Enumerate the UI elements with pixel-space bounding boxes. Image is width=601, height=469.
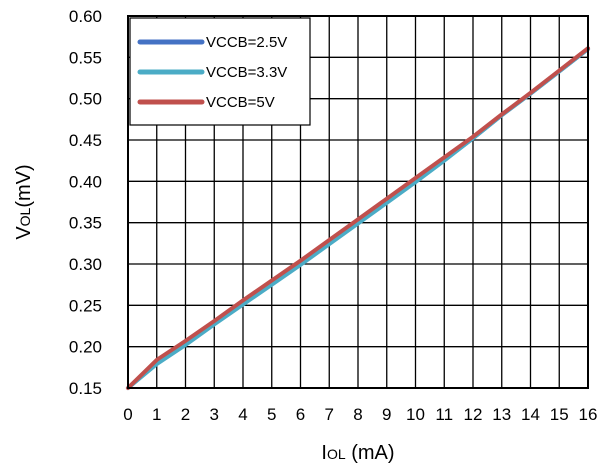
x-tick-label: 9 <box>382 405 391 424</box>
series-line-2 <box>126 46 590 390</box>
series-layer <box>126 46 590 390</box>
y-tick-label: 0.35 <box>69 214 102 233</box>
legend-label-2: VCCB=5V <box>206 94 275 111</box>
y-tick-label: 0.50 <box>69 90 102 109</box>
y-tick-label: 0.30 <box>69 255 102 274</box>
y-tick-label: 0.15 <box>69 379 102 398</box>
x-tick-label: 16 <box>579 405 598 424</box>
legend-label-1: VCCB=3.3V <box>206 64 287 81</box>
x-tick-label: 12 <box>464 405 483 424</box>
x-tick-label: 1 <box>152 405 161 424</box>
y-axis-label-main: V <box>13 226 35 240</box>
x-tick-label: 2 <box>181 405 190 424</box>
legend: VCCB=2.5V VCCB=3.3V VCCB=5V <box>129 17 311 126</box>
x-axis-label-tail: (mA) <box>346 442 395 464</box>
x-tick-label: 3 <box>210 405 219 424</box>
x-tick-labels: 0 1 2 3 4 5 6 7 8 9 10 11 12 13 14 15 16 <box>123 405 597 424</box>
y-tick-labels: 0.15 0.20 0.25 0.30 0.35 0.40 0.45 0.50 0.55 0.60 <box>69 7 102 398</box>
x-axis-label-main: I <box>321 442 327 464</box>
x-tick-label: 0 <box>123 405 132 424</box>
y-tick-label: 0.45 <box>69 131 102 150</box>
y-axis-label-tail: (mV) <box>13 164 35 207</box>
x-axis-label: IOL (mA) <box>321 442 394 464</box>
x-tick-label: 11 <box>435 405 453 424</box>
legend-label-0: VCCB=2.5V <box>206 34 287 51</box>
x-tick-label: 7 <box>325 405 334 424</box>
x-tick-label: 14 <box>521 405 540 424</box>
x-tick-label: 8 <box>353 405 362 424</box>
y-axis-label: VOL(mV) <box>13 164 35 239</box>
x-tick-label: 15 <box>550 405 569 424</box>
x-tick-label: 4 <box>238 405 247 424</box>
x-tick-label: 10 <box>406 405 425 424</box>
y-tick-label: 0.20 <box>69 338 102 357</box>
x-tick-label: 5 <box>267 405 276 424</box>
x-tick-label: 6 <box>296 405 305 424</box>
x-tick-label: 13 <box>492 405 511 424</box>
y-tick-label: 0.40 <box>69 172 102 191</box>
y-axis-label-sub: OL <box>17 207 33 226</box>
x-axis-label-sub: OL <box>327 446 346 462</box>
y-tick-label: 0.25 <box>69 296 102 315</box>
plot-border <box>127 15 589 389</box>
y-tick-label: 0.55 <box>69 48 102 67</box>
y-tick-label: 0.60 <box>69 7 102 26</box>
